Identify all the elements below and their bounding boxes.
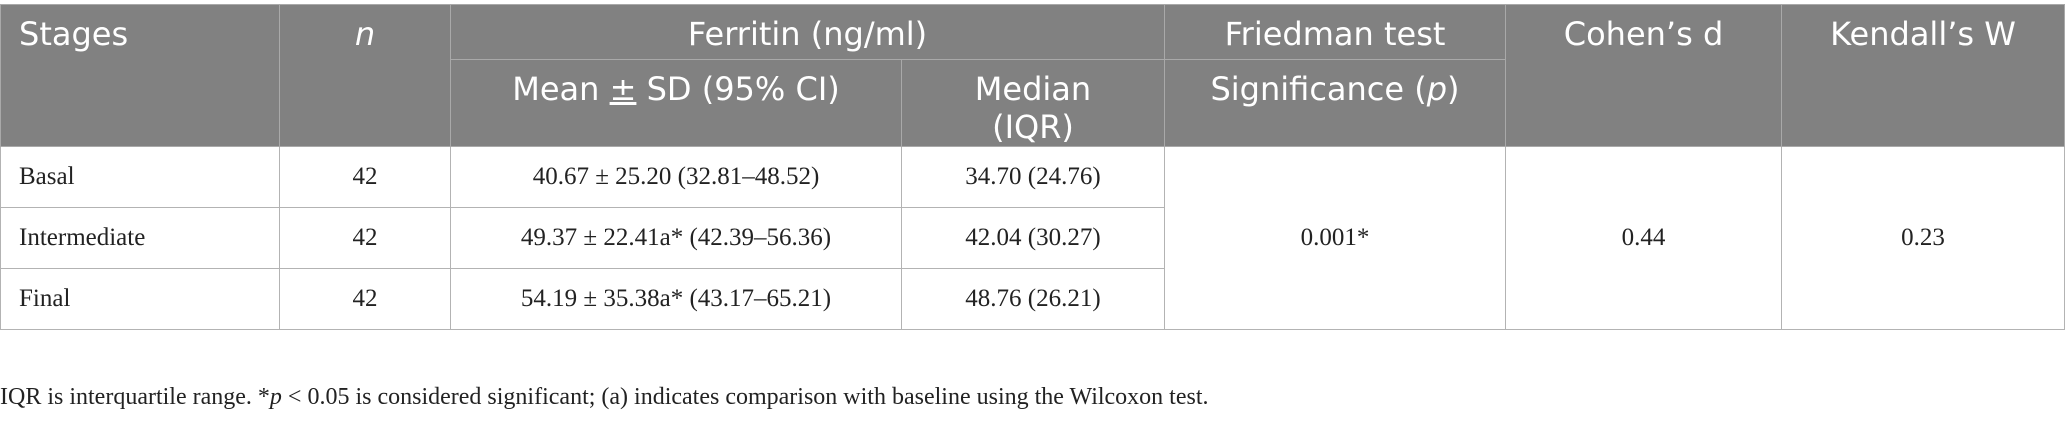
significance-label: Significance ( <box>1210 70 1427 108</box>
cell-median: 48.76 (26.21) <box>901 268 1165 330</box>
header-mean-sd: Mean ± SD (95% CI) <box>450 59 902 147</box>
results-table: Stages n Ferritin (ng/ml) Friedman test … <box>0 4 2065 330</box>
cell-friedman-p: 0.001* <box>1164 146 1506 330</box>
cell-mean-sd: 49.37 ± 22.41a* (42.39–56.36) <box>450 207 902 269</box>
cell-mean-sd: 40.67 ± 25.20 (32.81–48.52) <box>450 146 902 208</box>
cell-stage: Intermediate <box>0 207 280 269</box>
median-label: Median <box>974 70 1092 108</box>
table-row-intermediate: Intermediate 42 49.37 ± 22.41a* (42.39–5… <box>0 207 2065 269</box>
header-stages: Stages <box>0 4 280 147</box>
header-significance: Significance (p) <box>1164 59 1506 147</box>
header-kendalls-w: Kendall’s W <box>1781 4 2065 147</box>
header-n: n <box>279 4 451 147</box>
iqr-label: (IQR) <box>992 108 1074 146</box>
cell-median: 34.70 (24.76) <box>901 146 1165 208</box>
header-cohens-d: Cohen’s d <box>1505 4 1782 147</box>
significance-close: ) <box>1447 70 1460 108</box>
cell-cohens-d: 0.44 <box>1505 146 1782 330</box>
cell-n: 42 <box>279 146 451 208</box>
cell-median: 42.04 (30.27) <box>901 207 1165 269</box>
mean-label: Mean <box>512 70 610 108</box>
plus-minus-symbol: ± <box>609 70 637 108</box>
header-friedman-test: Friedman test <box>1164 4 1506 60</box>
footnote-part2: < 0.05 is considered significant; (a) in… <box>281 384 1209 410</box>
cell-n: 42 <box>279 268 451 330</box>
cell-stage: Final <box>0 268 280 330</box>
table-row-final: Final 42 54.19 ± 35.38a* (43.17–65.21) 4… <box>0 268 2065 330</box>
cell-mean-sd: 54.19 ± 35.38a* (43.17–65.21) <box>450 268 902 330</box>
table-row-basal: Basal 42 40.67 ± 25.20 (32.81–48.52) 34.… <box>0 146 2065 330</box>
footnote-p: p <box>269 384 282 410</box>
cell-stage: Basal <box>0 146 280 208</box>
cell-n: 42 <box>279 207 451 269</box>
header-ferritin: Ferritin (ng/ml) <box>450 4 1165 60</box>
table-footnote: IQR is interquartile range. *p < 0.05 is… <box>0 384 1209 411</box>
footnote-part1: IQR is interquartile range. * <box>0 384 270 410</box>
cell-kendalls-w: 0.23 <box>1781 146 2065 330</box>
sd-ci-label: SD (95% CI) <box>636 70 840 108</box>
header-median-iqr: Median (IQR) <box>901 59 1165 147</box>
significance-p: p <box>1426 70 1448 108</box>
